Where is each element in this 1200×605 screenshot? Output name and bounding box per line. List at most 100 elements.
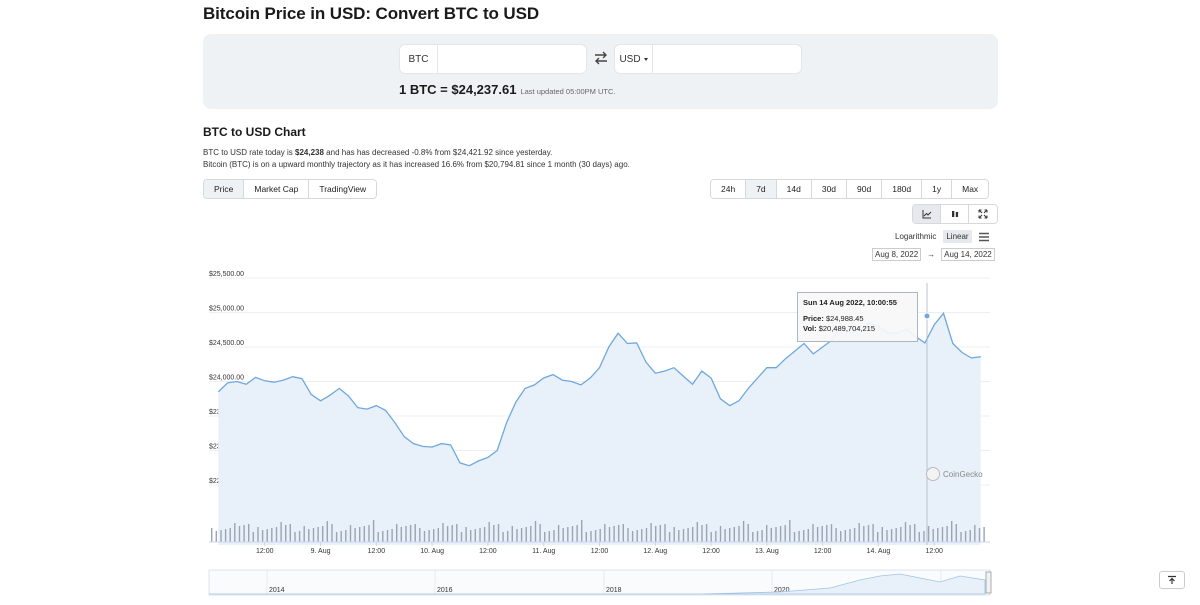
range-1y-button[interactable]: 1y	[922, 180, 953, 198]
volume-bar	[715, 531, 717, 542]
volume-bar	[636, 530, 638, 542]
to-currency-select[interactable]: USD	[615, 45, 653, 73]
volume-bar	[784, 525, 786, 542]
x-tick-label: 12:00	[256, 548, 274, 555]
back-to-top-button[interactable]	[1159, 571, 1185, 589]
line-view-button[interactable]	[913, 205, 941, 223]
chevron-down-icon	[643, 57, 648, 61]
tab-price[interactable]: Price	[204, 180, 245, 198]
volume-bar	[951, 521, 953, 542]
volume-bar	[756, 531, 759, 542]
from-amount-input[interactable]	[438, 45, 586, 73]
volume-bar	[844, 530, 846, 542]
chart-description: BTC to USD rate today is $24,238 and has…	[203, 147, 803, 170]
volume-bar	[460, 532, 463, 542]
x-tick-label: 12:00	[591, 548, 609, 555]
swap-arrows-icon[interactable]	[593, 50, 609, 66]
tab-tradingview[interactable]: TradingView	[309, 180, 377, 198]
fullscreen-button[interactable]	[969, 205, 997, 223]
linear-button[interactable]: Linear	[943, 230, 972, 243]
candlestick-icon	[951, 211, 958, 217]
range-7d-button[interactable]: 7d	[746, 180, 777, 198]
volume-bar	[724, 529, 726, 542]
volume-bar	[289, 524, 291, 542]
volume-bar	[372, 520, 375, 542]
volume-bar	[766, 525, 768, 542]
volume-bar	[298, 531, 301, 542]
tooltip-date: Sun 14 Aug 2022, 10:00:55	[803, 298, 897, 307]
candle-view-button[interactable]	[941, 205, 969, 223]
x-tick-label: 13. Aug	[755, 548, 779, 555]
volume-bar	[793, 532, 796, 542]
x-tick-label: 12:00	[702, 548, 720, 555]
volume-bar	[224, 529, 227, 542]
range-24h-button[interactable]: 24h	[711, 180, 747, 198]
volume-bar	[363, 526, 365, 542]
volume-bar	[497, 524, 500, 542]
volume-bar	[470, 530, 472, 542]
volume-bar	[585, 532, 587, 542]
desc-text: BTC to USD rate today is	[203, 148, 296, 157]
range-90d-button[interactable]: 90d	[847, 180, 883, 198]
range-14d-button[interactable]: 14d	[776, 180, 812, 198]
volume-bar	[877, 532, 879, 542]
x-tick-label: 12:00	[925, 548, 943, 555]
volume-bar	[803, 530, 805, 542]
volume-bar	[349, 525, 352, 542]
date-to-input[interactable]: Aug 14, 2022	[941, 248, 995, 261]
volume-bar	[530, 526, 532, 542]
range-max-button[interactable]: Max	[952, 180, 989, 198]
to-amount-input[interactable]	[653, 45, 801, 73]
volume-bar	[544, 532, 546, 542]
volume-bar	[409, 525, 412, 542]
volume-bar	[211, 528, 213, 542]
coingecko-logo-icon	[926, 467, 940, 481]
volume-bar	[571, 526, 574, 542]
volume-bar	[937, 528, 939, 542]
volume-bar	[608, 527, 611, 542]
volume-bar	[248, 524, 250, 542]
volume-bar	[340, 531, 342, 542]
to-amount-field[interactable]: USD	[614, 44, 802, 74]
volume-bar	[779, 526, 782, 542]
y-tick-label: $24,000.00	[209, 375, 244, 382]
volume-bar	[516, 529, 518, 542]
tooltip-vol-label: Vol:	[803, 324, 817, 333]
volume-bar	[960, 532, 962, 542]
volume-bar	[668, 532, 671, 542]
volume-bar	[534, 521, 537, 542]
volume-bar	[428, 530, 430, 542]
volume-bar	[659, 525, 661, 542]
volume-bar	[853, 528, 856, 542]
watermark-text: CoinGecko	[943, 469, 983, 479]
volume-bar	[391, 529, 393, 542]
from-amount-field[interactable]: BTC	[399, 44, 587, 74]
volume-bar	[863, 526, 865, 542]
volume-bar	[557, 525, 560, 542]
volume-bar	[317, 527, 319, 542]
range-30d-button[interactable]: 30d	[811, 180, 848, 198]
volume-bar	[807, 529, 809, 542]
volume-bar	[507, 531, 509, 542]
volume-bar	[941, 527, 944, 542]
volume-bar	[252, 532, 254, 542]
logarithmic-button[interactable]: Logarithmic	[895, 232, 937, 241]
volume-bar	[604, 524, 606, 542]
menu-icon[interactable]	[978, 232, 990, 242]
tab-market-cap[interactable]: Market Cap	[244, 180, 310, 198]
tooltip-price-label: Price:	[803, 314, 824, 323]
volume-bar	[858, 523, 860, 542]
volume-bar	[890, 529, 893, 542]
tooltip-price-value: $24,988.45	[825, 314, 864, 323]
date-from-input[interactable]: Aug 8, 2022	[872, 248, 922, 261]
volume-bar	[914, 524, 916, 542]
volume-bar	[923, 531, 925, 542]
volume-bar	[483, 527, 486, 542]
volume-bar	[257, 527, 259, 542]
last-updated-text: Last updated 05:00PM UTC.	[520, 87, 616, 96]
volume-bar	[433, 529, 435, 542]
volume-bar	[641, 529, 643, 542]
range-180d-button[interactable]: 180d	[882, 180, 923, 198]
volume-bar	[456, 524, 458, 542]
